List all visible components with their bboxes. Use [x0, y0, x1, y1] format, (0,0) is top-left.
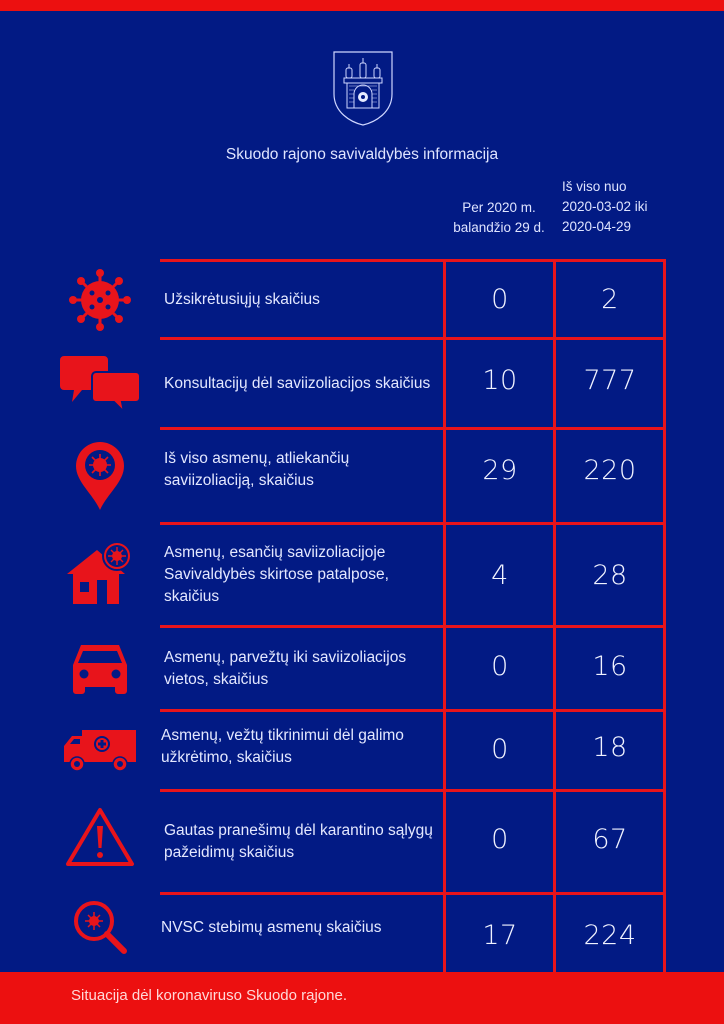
- value-day: 0: [491, 733, 509, 765]
- value-total: 28: [592, 559, 628, 591]
- row-label: NVSC stebimų asmenų skaičius: [161, 919, 382, 936]
- value-day: 17: [482, 919, 518, 951]
- ambulance-icon: [52, 712, 148, 789]
- value-total: 224: [583, 919, 637, 951]
- column-header-day: Per 2020 m. balandžio 29 d.: [444, 198, 554, 238]
- magnifier-virus-icon: [52, 895, 148, 959]
- grid-line: [663, 259, 666, 972]
- value-total: 220: [583, 454, 637, 486]
- value-day: 0: [491, 650, 509, 682]
- grid-line: [160, 892, 665, 895]
- footer-text: Situacija dėl koronaviruso Skuodo rajone…: [71, 987, 347, 1004]
- table-row: Gautas pranešimų dėl karantino sąlygų pa…: [0, 792, 724, 892]
- table-row: Asmenų, esančių saviizoliacijoje Savival…: [0, 525, 724, 625]
- row-label: Asmenų, esančių saviizoliacijoje Savival…: [164, 544, 389, 605]
- column-header-total-line2: 2020-03-02 iki: [562, 199, 648, 214]
- column-header-total-line3: 2020-04-29: [562, 219, 632, 234]
- virus-icon: [52, 262, 148, 337]
- value-total: 18: [592, 731, 628, 763]
- warning-triangle-icon: [52, 792, 148, 882]
- table-row: Iš viso asmenų, atliekančių saviizoliaci…: [0, 430, 724, 522]
- row-label: Konsultacijų dėl saviizoliacijos skaičiu…: [164, 374, 431, 392]
- grid-line: [160, 522, 665, 525]
- grid-line: [160, 789, 665, 792]
- value-day: 10: [482, 364, 518, 396]
- grid-line: [160, 709, 665, 712]
- row-label: Užsikrėtusiųjų skaičius: [164, 290, 320, 308]
- footer-bar: Situacija dėl koronaviruso Skuodo rajone…: [0, 972, 724, 1024]
- value-day: 4: [491, 559, 509, 591]
- value-total: 67: [592, 823, 628, 855]
- column-header-total: Iš viso nuo 2020-03-02 iki 2020-04-29: [562, 177, 672, 237]
- value-day: 0: [491, 284, 509, 315]
- column-header-day-line2: balandžio 29 d.: [453, 220, 545, 235]
- grid-line: [160, 259, 665, 262]
- value-day: 29: [482, 454, 518, 486]
- table-row: Konsultacijų dėl saviizoliacijos skaičiu…: [0, 340, 724, 427]
- car-icon: [52, 628, 148, 709]
- grid-line: [160, 427, 665, 430]
- map-pin-virus-icon: [52, 430, 148, 522]
- value-total: 16: [592, 650, 628, 682]
- page-title: Skuodo rajono savivaldybės informacija: [225, 146, 499, 163]
- grid-line: [443, 259, 446, 972]
- value-total: 2: [601, 284, 619, 315]
- table-row: Užsikrėtusiųjų skaičius 0 2: [0, 262, 724, 337]
- column-header-day-line1: Per 2020 m.: [462, 200, 536, 215]
- row-label: Iš viso asmenų, atliekančių saviizoliaci…: [164, 450, 350, 489]
- row-label: Gautas pranešimų dėl karantino sąlygų pa…: [164, 822, 433, 861]
- value-total: 777: [583, 364, 637, 396]
- table-row: Asmenų, vežtų tikrinimui dėl galimo užkr…: [0, 712, 724, 789]
- chat-bubbles-icon: [52, 340, 148, 427]
- row-label: Asmenų, parvežtų iki saviizoliacijos vie…: [164, 648, 407, 688]
- column-header-total-line1: Iš viso nuo: [562, 179, 627, 194]
- house-virus-icon: [52, 525, 148, 625]
- coat-of-arms-icon: [333, 51, 393, 126]
- grid-line: [160, 337, 665, 340]
- table-row: NVSC stebimų asmenų skaičius 17 224: [0, 895, 724, 972]
- grid-line: [553, 259, 556, 972]
- value-day: 0: [491, 823, 509, 855]
- grid-line: [160, 625, 665, 628]
- row-label: Asmenų, vežtų tikrinimui dėl galimo užkr…: [161, 727, 404, 766]
- table-row: Asmenų, parvežtų iki saviizoliacijos vie…: [0, 628, 724, 709]
- top-accent-bar: [0, 0, 724, 11]
